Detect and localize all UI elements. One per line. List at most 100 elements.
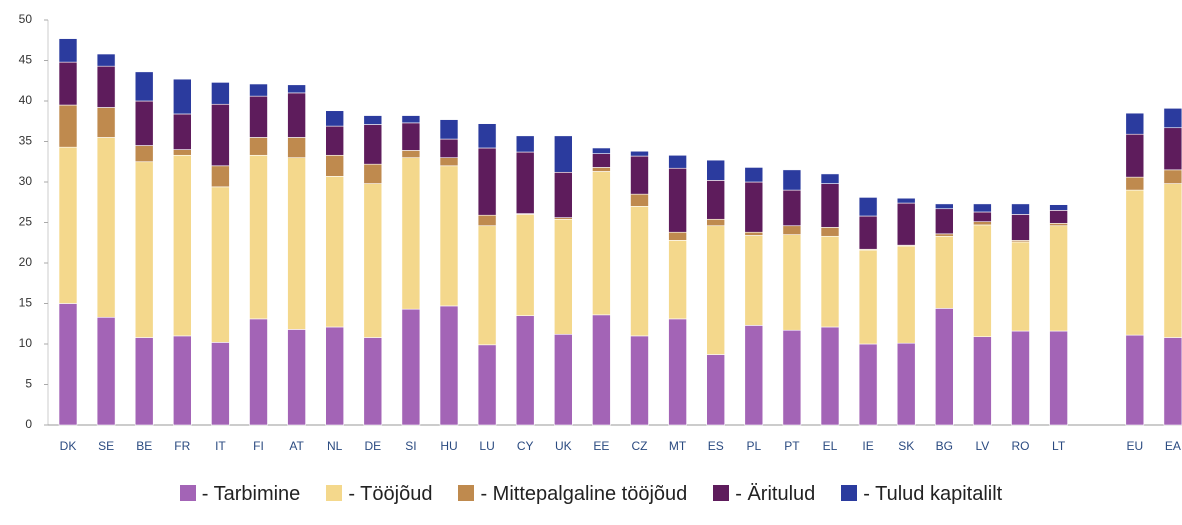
y-tick-label: 50 [19, 12, 33, 26]
bar-segment [477, 225, 497, 346]
bar-segment [1163, 127, 1182, 171]
bar-segment [515, 214, 535, 316]
y-tick-label: 25 [19, 215, 33, 229]
bar-segment [439, 165, 459, 307]
bar-segment [744, 181, 764, 233]
legend-label: - Mittepalgaline tööjõud [480, 483, 688, 505]
bar-segment [477, 123, 497, 149]
bar-segment [1049, 223, 1068, 227]
x-tick-label: EL [823, 439, 838, 453]
bar-segment [249, 318, 268, 426]
bar-segment [401, 150, 421, 159]
bar-segment [668, 318, 687, 426]
bar-segment [934, 308, 954, 426]
x-tick-label: CZ [632, 439, 648, 453]
bar-segment [211, 186, 230, 343]
legend-item: - Äritulud [713, 483, 815, 506]
bar-segment [858, 215, 878, 250]
bar-segment [134, 71, 154, 102]
x-tick-label: DE [364, 439, 381, 453]
bar-segment [249, 83, 268, 97]
bar-segment [134, 145, 154, 163]
bar-segment [934, 233, 954, 237]
bar-segment [325, 125, 345, 156]
bar-segment [134, 161, 154, 338]
bar-segment [744, 231, 764, 236]
bar-segment [325, 154, 345, 177]
x-tick-label: EU [1126, 439, 1143, 453]
bar-segment [744, 235, 764, 326]
bar-segment [668, 167, 687, 233]
bar-segment [592, 167, 611, 172]
x-tick-label: IT [215, 439, 226, 453]
legend-swatch [458, 485, 475, 501]
bar-segment [515, 315, 535, 426]
x-tick-label: UK [555, 439, 572, 453]
bar-segment [896, 202, 916, 246]
bar-segment [325, 176, 345, 328]
y-tick-label: 35 [19, 134, 33, 148]
bar-segment [249, 154, 268, 320]
bar-segment [173, 335, 192, 426]
x-tick-label: LV [976, 439, 990, 453]
bar-segment [553, 135, 573, 173]
bar-segment [439, 138, 459, 159]
legend-label: - Tarbimine [201, 483, 301, 505]
y-tick-label: 45 [19, 53, 33, 67]
bar-segment [401, 308, 421, 426]
bar-segment [363, 115, 383, 125]
bar-segment [1163, 107, 1182, 129]
bar-segment [896, 245, 916, 344]
legend-swatch [179, 485, 196, 501]
bar-segment [782, 329, 802, 426]
bar-segment [782, 169, 802, 191]
bar-segment [630, 155, 649, 195]
bar-segment [1125, 189, 1145, 336]
bar-segment [858, 197, 878, 217]
bar-segment [1011, 203, 1030, 215]
bar-segment [706, 218, 726, 227]
bar-segment [1125, 176, 1145, 191]
x-tick-label: MT [669, 439, 687, 453]
legend-swatch [326, 485, 343, 501]
y-tick-label: 10 [19, 336, 33, 350]
bar-segment [630, 335, 649, 426]
bar-segment [58, 38, 78, 63]
bar-segment [973, 211, 992, 222]
bar-segment [1011, 241, 1030, 332]
bar-segment [668, 231, 687, 241]
bar-segment [134, 100, 154, 146]
bar-segment [1125, 133, 1145, 178]
x-tick-label: BG [936, 439, 953, 453]
bar-segment [96, 53, 116, 67]
bar-segment [782, 234, 802, 331]
bar-segment [1049, 225, 1068, 332]
bar-segment [439, 119, 459, 140]
bar-segment [134, 337, 154, 426]
bar-segment [1049, 210, 1068, 224]
legend-swatch [713, 485, 730, 501]
bar-segment [1163, 337, 1182, 426]
bar-segment [744, 325, 764, 426]
bar-segment [1049, 330, 1068, 426]
bar-segment [363, 183, 383, 338]
y-tick-label: 40 [19, 93, 33, 107]
bar-segment [820, 326, 840, 426]
bar-segment [668, 240, 687, 320]
bar-segment [630, 193, 649, 207]
y-tick-label: 30 [19, 174, 33, 188]
bar-segment [58, 146, 78, 304]
bar-segment [820, 235, 840, 328]
bar-segment [1011, 330, 1030, 426]
legend-swatch [841, 485, 858, 501]
x-tick-label: LT [1052, 439, 1066, 453]
bar-segment [515, 151, 535, 214]
x-tick-label: FI [253, 439, 264, 453]
x-tick-label: DK [60, 439, 77, 453]
bar-segment [630, 206, 649, 337]
bar-segment [58, 104, 78, 148]
bar-segment [211, 165, 230, 188]
bar-segment [287, 92, 306, 138]
bar-segment [96, 65, 116, 108]
